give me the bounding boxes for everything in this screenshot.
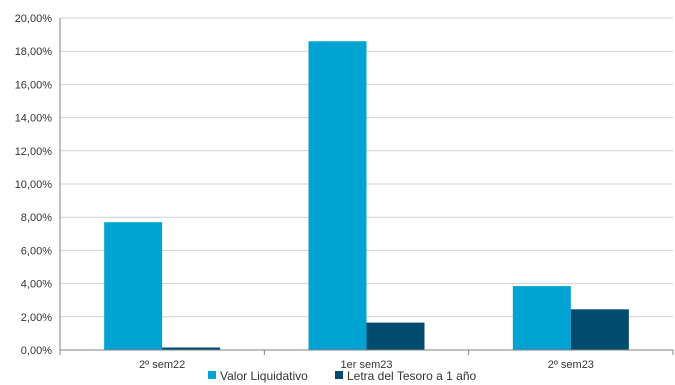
y-tick-label: 20,00% bbox=[15, 13, 53, 25]
bar-letra-del-tesoro bbox=[570, 309, 629, 350]
bar-letra-del-tesoro bbox=[366, 322, 425, 350]
bar-valor-liquidativo bbox=[308, 41, 367, 351]
x-category-label: 2º sem23 bbox=[548, 359, 594, 371]
bar-valor-liquidativo bbox=[104, 222, 163, 350]
bar-letra-del-tesoro bbox=[162, 347, 221, 350]
x-category-label: 2º sem22 bbox=[139, 359, 185, 371]
y-tick-label: 0,00% bbox=[21, 345, 52, 357]
y-tick-label: 14,00% bbox=[15, 113, 53, 125]
legend-label: Valor Liquidativo bbox=[220, 369, 308, 383]
y-tick-label: 12,00% bbox=[15, 146, 53, 158]
y-tick-label: 10,00% bbox=[15, 179, 53, 191]
y-tick-label: 6,00% bbox=[21, 245, 52, 257]
y-tick-label: 16,00% bbox=[15, 79, 53, 91]
axes bbox=[59, 18, 674, 355]
legend: Valor Liquidativo Letra del Tesoro a 1 añ… bbox=[208, 369, 477, 383]
x-category-label: 1er sem23 bbox=[341, 359, 393, 371]
legend-swatch bbox=[208, 371, 216, 379]
y-tick-label: 2,00% bbox=[21, 312, 52, 324]
legend-label: Letra del Tesoro a 1 año bbox=[347, 369, 477, 383]
y-tick-label: 4,00% bbox=[21, 279, 52, 291]
bar-valor-liquidativo bbox=[512, 286, 571, 350]
y-axis-tick-labels: 0,00% 2,00% 4,00% 6,00% 8,00% 10,00% 12,00% 14,… bbox=[15, 13, 53, 357]
x-axis-category-labels: 2º sem22 1er sem23 2º sem23 bbox=[139, 359, 594, 371]
y-tick-label: 8,00% bbox=[21, 212, 52, 224]
legend-swatch bbox=[335, 371, 343, 379]
y-tick-label: 18,00% bbox=[15, 46, 53, 58]
bars bbox=[104, 41, 629, 351]
